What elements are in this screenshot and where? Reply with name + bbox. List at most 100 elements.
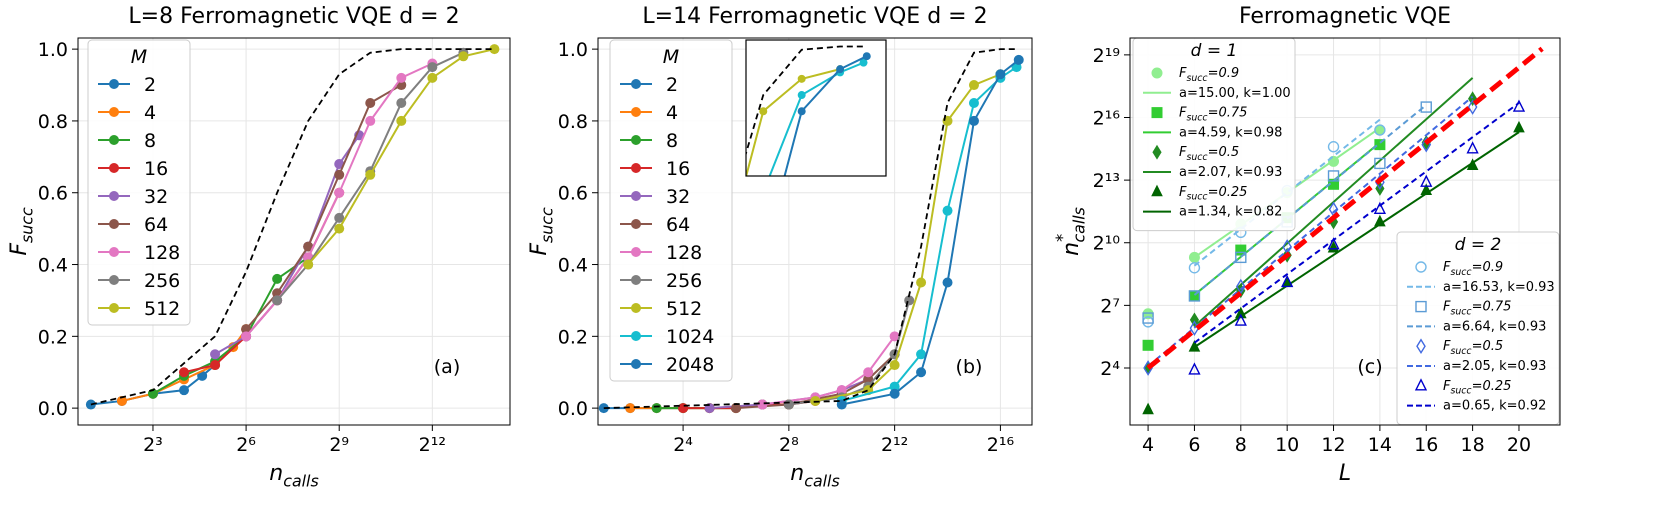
marker (1142, 312, 1154, 324)
data-point (427, 72, 438, 83)
marker (1327, 141, 1340, 153)
y-tick-label: 0.0 (558, 398, 588, 420)
marker (1327, 170, 1340, 182)
data-point (567, 360, 575, 368)
legend-label-sub: succ (1450, 386, 1472, 397)
data-point (942, 277, 953, 288)
marker (1235, 244, 1247, 256)
y-tick-label: 0.4 (38, 255, 68, 277)
panel: 2³ 2⁶ 2⁹ 2¹² 0.0 0.2 0.4 0.6 0.8 1.0 L=8 Ferromagn… (7, 4, 511, 491)
marker (1415, 300, 1427, 313)
legend-label-sub: succ (1186, 192, 1208, 203)
legend-label: 2 (144, 74, 156, 96)
legend-label-sub: succ (1186, 73, 1208, 84)
legend-label-main: F (1179, 66, 1187, 81)
y-tick-label: 0.4 (558, 255, 588, 277)
x-tick-label: 16 (1414, 434, 1438, 456)
data-point (836, 399, 847, 410)
annotation: (b) (956, 356, 983, 378)
legend-label-rest: =0.5 (1208, 145, 1240, 160)
data-point (942, 205, 953, 216)
legend-title: M (663, 46, 679, 68)
marker (1142, 402, 1154, 415)
marker (1374, 157, 1386, 170)
legend-label-rest: =0.9 (1472, 260, 1504, 275)
data-point (567, 357, 575, 365)
legend-label: a=4.59, k=0.98 (1179, 125, 1282, 140)
data-point (862, 52, 871, 61)
x-tick-label: 2⁸ (779, 434, 799, 456)
y-tick-label: 2¹⁰ (1093, 233, 1120, 255)
legend-label: a=2.05, k=0.93 (1443, 359, 1546, 374)
legend-marker (631, 303, 641, 313)
data-point (489, 44, 500, 55)
y-axis-label-main: F (7, 243, 32, 256)
y-axis-label-main: n (1059, 242, 1084, 256)
data-point (241, 331, 252, 342)
legend-label: a=16.53, k=0.93 (1443, 280, 1555, 295)
marker (1281, 274, 1294, 288)
legend-marker (109, 79, 119, 89)
legend-label: Fsucc=0.75 (1443, 300, 1511, 318)
data-point (889, 331, 900, 342)
x-axis-label: ncalls (790, 461, 839, 491)
marker (1513, 120, 1525, 133)
marker (1327, 237, 1340, 250)
data-point (889, 381, 900, 392)
data-point (889, 388, 900, 399)
legend-marker (109, 191, 119, 201)
inset-frame (745, 39, 887, 177)
legend-label-main: F (1179, 145, 1187, 160)
legend-marker (631, 163, 641, 173)
legend-label-rest: =0.5 (1472, 339, 1504, 354)
series-line (214, 134, 361, 356)
legend-label: 4 (144, 102, 156, 124)
x-tick-label: 4 (1142, 434, 1154, 456)
legend-marker (631, 107, 641, 117)
data-point (210, 360, 221, 371)
series-line (152, 256, 309, 395)
legend-label: Fsucc=0.75 (1179, 106, 1247, 124)
data-point (797, 74, 806, 83)
x-tick-label: 18 (1461, 434, 1485, 456)
y-tick-label: 1.0 (38, 39, 68, 61)
y-tick-label: 2⁴ (1100, 358, 1120, 380)
series-line (603, 48, 1019, 410)
legend-label: Fsucc=0.25 (1179, 185, 1247, 203)
legend-label-rest: =0.75 (1472, 300, 1512, 315)
y-tick-label: 1.0 (558, 39, 588, 61)
legend-label: a=6.64, k=0.93 (1443, 319, 1546, 334)
marker (1151, 184, 1163, 197)
data-point (863, 367, 874, 378)
data-point (968, 97, 979, 108)
legend-marker (109, 247, 119, 257)
x-axis-label-sub: calls (283, 472, 318, 491)
legend-title: M (131, 46, 147, 68)
legend-label: 32 (144, 186, 168, 208)
marker (1151, 67, 1163, 79)
marker (1420, 174, 1433, 187)
data-point (678, 403, 689, 414)
legend-marker (109, 107, 119, 117)
data-point (797, 107, 806, 116)
legend-label: 64 (144, 214, 168, 236)
data-point (889, 360, 900, 371)
legend-label: Fsucc=0.5 (1443, 339, 1503, 357)
data-point (859, 58, 868, 67)
legend-marker (631, 275, 641, 285)
marker (1235, 251, 1247, 264)
marker (1374, 139, 1386, 151)
legend-label-main: F (1443, 260, 1451, 275)
data-point (567, 360, 575, 368)
data-point (272, 295, 283, 306)
legend-label: 256 (666, 270, 702, 292)
data-point (968, 115, 979, 126)
trend-line (1146, 46, 1544, 370)
marker (1188, 362, 1201, 375)
legend-marker (631, 359, 641, 369)
chart-title: Ferromagnetic VQE (1239, 4, 1451, 29)
annotation: (a) (434, 356, 460, 378)
marker (1420, 101, 1432, 113)
data-point (303, 259, 314, 270)
chart-title: L=8 Ferromagnetic VQE d = 2 (128, 4, 459, 29)
